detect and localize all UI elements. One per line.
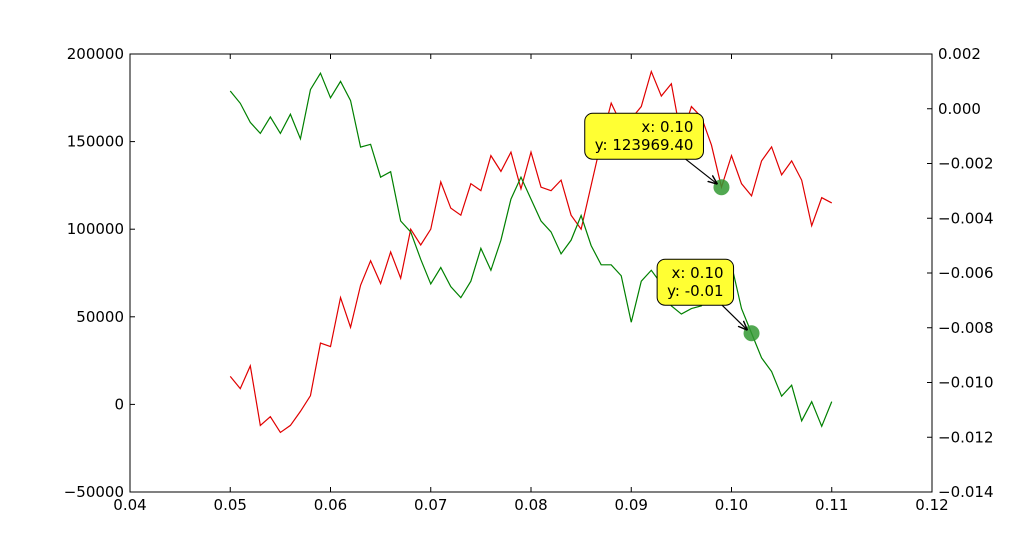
series-line [229,71,833,428]
y-tick-label: 0 [114,395,124,413]
annotation-arrow [685,158,718,184]
y-tick-label: −50000 [64,483,124,501]
x-tick-label: 0.09 [615,496,648,514]
annotation-box [584,112,704,160]
annotation-text: x: 0.10 [671,264,723,282]
y2-tick-label: −0.006 [938,264,994,282]
x-tick-label: 0.06 [314,496,347,514]
x-tick-label: 0.05 [214,496,247,514]
annotation-point [743,325,760,342]
y2-tick-label: −0.002 [938,155,994,173]
y2-tick-label: −0.004 [938,209,994,227]
x-tick-label: 0.04 [113,496,146,514]
annotation: x: 0.10y: -0.01 [656,258,735,306]
annotation-text: y: 123969.40 [595,136,694,154]
y-tick-label: 100000 [67,220,124,238]
y2-tick-label: 0.000 [938,100,981,118]
y-tick-label: 200000 [67,45,124,63]
x-tick-label: 0.11 [815,496,848,514]
plot-frame [129,53,933,493]
x-tick-label: 0.08 [514,496,547,514]
y2-tick-label: −0.014 [938,483,994,501]
x-tick-label: 0.07 [414,496,447,514]
y-tick-label: 150000 [67,133,124,151]
annotation-box [656,258,735,306]
annotation: x: 0.10y: 123969.40 [584,112,704,160]
series-line [229,69,833,434]
annotation-text: y: -0.01 [667,282,723,300]
y2-tick-label: −0.008 [938,319,994,337]
y2-tick-label: −0.010 [938,374,994,392]
y2-tick-label: 0.002 [938,45,981,63]
y-tick-label: 50000 [76,308,124,326]
annotation-point [713,179,730,196]
annotation-text: x: 0.10 [641,118,693,136]
annotation-arrow [721,304,747,330]
x-tick-label: 0.12 [915,496,948,514]
x-tick-label: 0.10 [715,496,748,514]
y2-tick-label: −0.012 [938,428,994,446]
